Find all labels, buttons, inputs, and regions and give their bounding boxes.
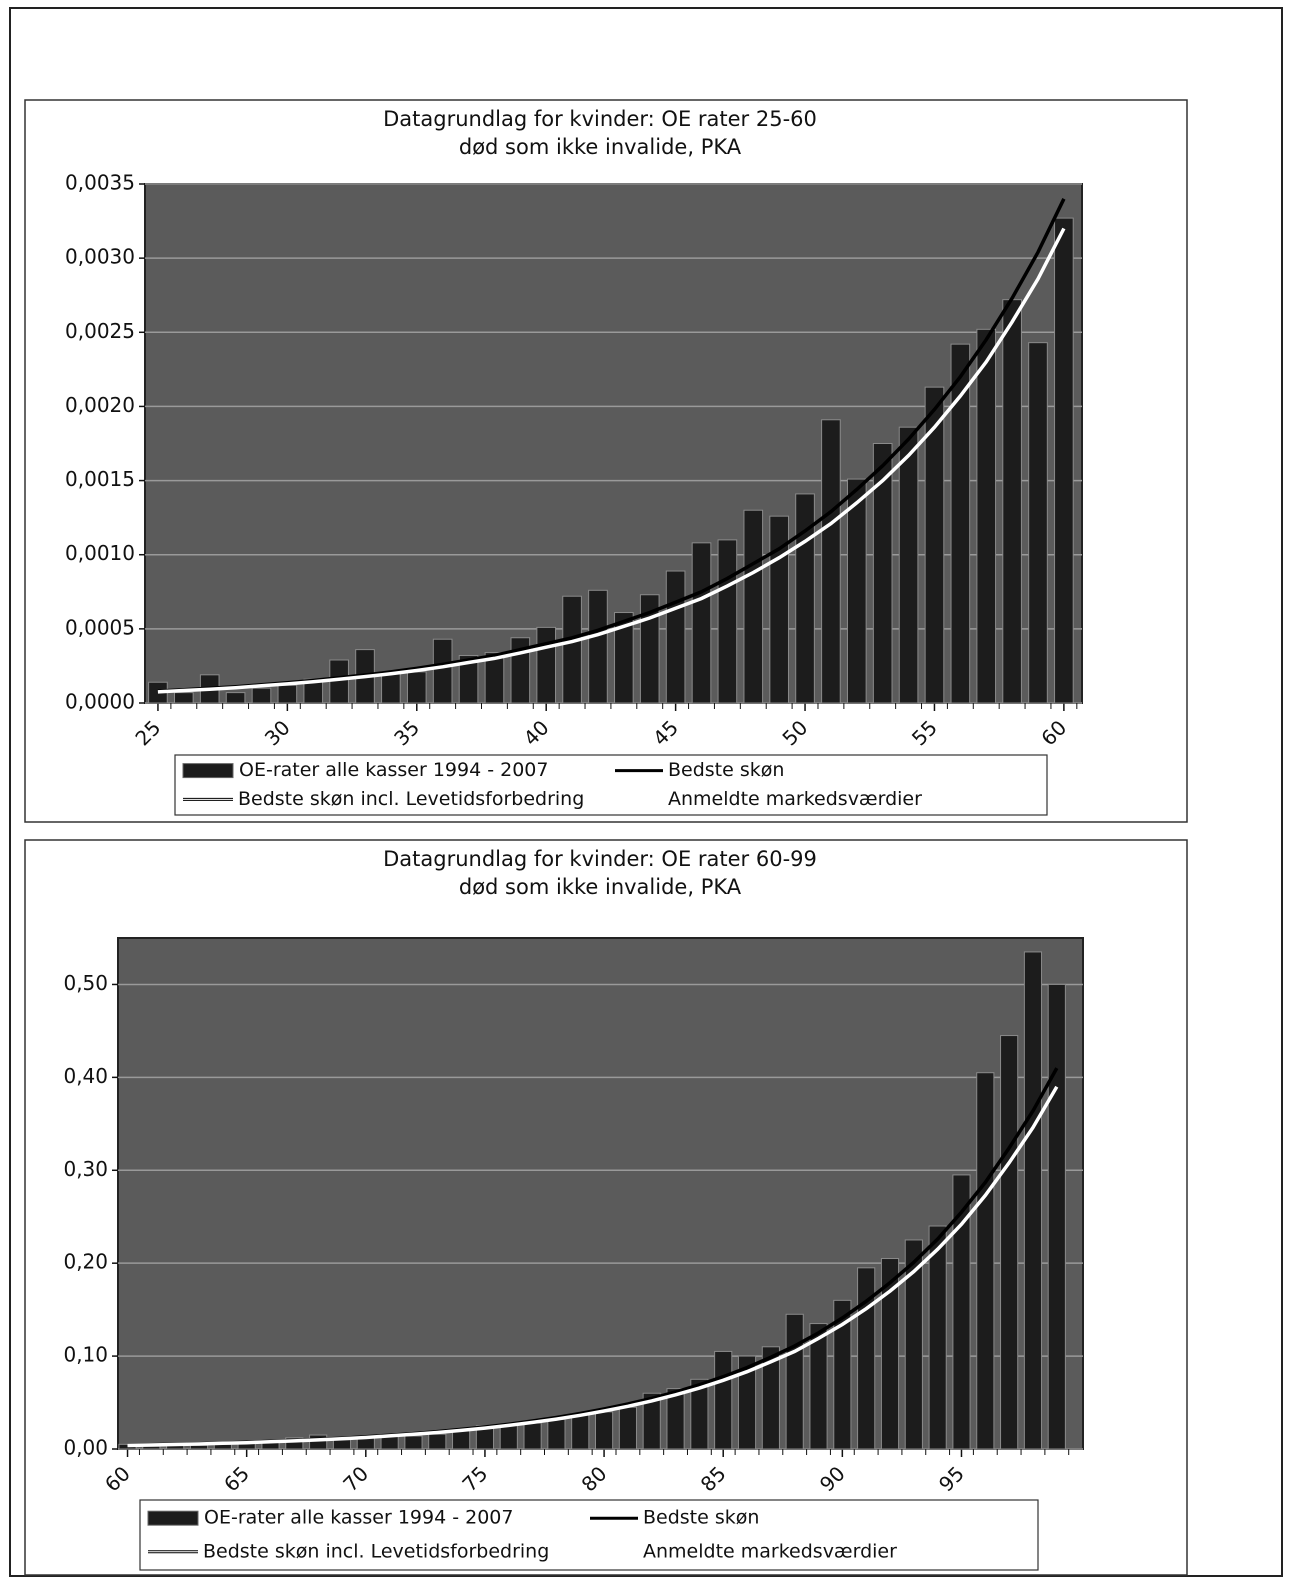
line-series — [157, 227, 1066, 694]
legend-label: Anmeldte markedsværdier — [668, 788, 922, 810]
bar — [571, 1413, 590, 1450]
bar — [872, 443, 893, 704]
legend — [174, 754, 1048, 816]
bar — [898, 426, 919, 704]
bar — [484, 652, 505, 704]
bar — [1047, 983, 1066, 1450]
bar — [665, 570, 686, 704]
bar — [769, 515, 789, 704]
bar — [285, 1437, 304, 1450]
legend-label: Bedste skøn incl. Levetidsforbedring — [203, 1540, 549, 1562]
bar — [952, 1174, 971, 1450]
bar — [846, 478, 867, 704]
chart-title: Datagrundlag for kvinder: OE rater 60-99 — [383, 847, 817, 871]
bar — [737, 1355, 757, 1450]
bar — [428, 1433, 447, 1450]
bar — [976, 328, 997, 704]
bar — [499, 1424, 518, 1450]
legend-label: Anmeldte markedsværdier — [643, 1540, 897, 1562]
bar — [381, 671, 401, 704]
legend-label: OE-rater alle kasser 1994 - 2007 — [239, 759, 548, 781]
legend-label: Bedste skøn — [668, 759, 784, 781]
bar — [928, 1225, 947, 1450]
bar — [523, 1422, 542, 1450]
bar — [458, 655, 479, 704]
y-tick-label: 0,0020 — [65, 393, 135, 417]
bar — [277, 684, 298, 704]
bar — [642, 1392, 661, 1450]
y-tick-label: 0,0005 — [65, 615, 135, 639]
bar — [821, 419, 841, 704]
bar — [562, 595, 582, 704]
bar — [639, 594, 660, 704]
legend-label: OE-rater alle kasser 1994 - 2007 — [204, 1507, 513, 1529]
bar — [714, 1350, 733, 1450]
y-tick-label: 0,0000 — [65, 690, 135, 714]
bar — [404, 1435, 423, 1450]
y-tick-label: 0,0015 — [65, 467, 135, 491]
bar — [690, 1378, 709, 1450]
legend-swatch — [147, 1510, 199, 1526]
y-tick-label: 0,0025 — [65, 319, 135, 343]
bar — [225, 692, 246, 704]
y-tick-label: 0,40 — [63, 1064, 108, 1088]
bar — [743, 509, 764, 704]
bar — [809, 1323, 828, 1450]
y-tick-label: 0,10 — [63, 1343, 108, 1367]
bar — [785, 1313, 804, 1450]
bar — [174, 692, 194, 704]
bar — [1028, 342, 1048, 704]
bar — [950, 343, 971, 704]
bar — [536, 626, 557, 704]
y-tick-label: 0,0010 — [65, 541, 135, 565]
bar — [717, 539, 738, 704]
bar — [452, 1429, 471, 1450]
bar — [309, 1434, 328, 1450]
bar — [833, 1299, 852, 1450]
chart-subtitle: død som ikke invalide, PKA — [459, 135, 742, 159]
bar — [666, 1388, 685, 1450]
page-border — [9, 7, 1283, 1577]
bar — [432, 638, 453, 704]
bar — [880, 1258, 900, 1450]
legend-label: Bedste skøn incl. Levetidsforbedring — [238, 788, 584, 810]
bar — [924, 386, 945, 704]
bar — [547, 1418, 566, 1450]
bar — [588, 589, 608, 704]
y-tick-label: 0,0035 — [65, 171, 135, 195]
legend-label: Bedste skøn — [643, 1507, 759, 1529]
legend-swatch — [182, 763, 234, 779]
y-tick-label: 0,00 — [63, 1436, 108, 1460]
bar — [761, 1346, 780, 1450]
chart-title: Datagrundlag for kvinder: OE rater 25-60 — [383, 107, 817, 131]
bar — [691, 542, 712, 704]
bar — [1054, 217, 1074, 704]
bar — [1002, 299, 1022, 704]
bar — [594, 1411, 614, 1450]
bar — [1000, 1035, 1019, 1450]
bar — [251, 687, 272, 704]
bar — [904, 1239, 923, 1450]
y-tick-label: 0,30 — [63, 1157, 108, 1181]
y-tick-label: 0,50 — [63, 971, 108, 995]
y-tick-label: 0,20 — [63, 1250, 108, 1274]
bar — [332, 1439, 352, 1450]
bar — [614, 612, 634, 704]
bar — [618, 1406, 637, 1450]
bar — [976, 1072, 995, 1450]
bar — [1023, 951, 1043, 1450]
y-tick-label: 0,0030 — [65, 245, 135, 269]
legend — [139, 1499, 1039, 1571]
chart-subtitle: død som ikke invalide, PKA — [459, 875, 742, 899]
bar — [406, 671, 427, 704]
line-series — [127, 1085, 1059, 1448]
